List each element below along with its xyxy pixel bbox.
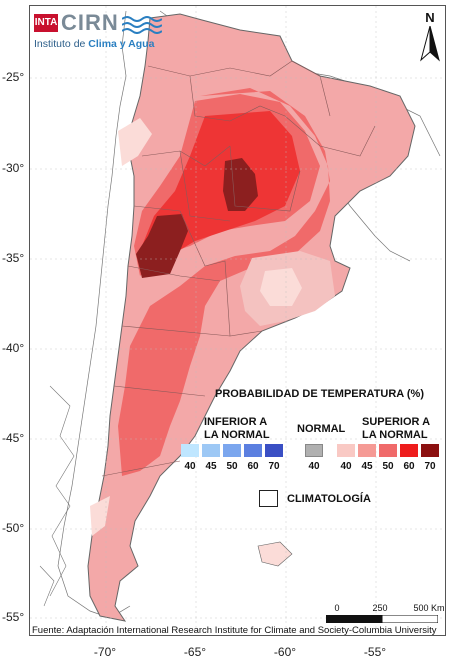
chile-outline bbox=[57, 10, 131, 619]
map-frame bbox=[29, 5, 446, 636]
logo-subtitle-prefix: Instituto de bbox=[34, 38, 89, 50]
legend-value: 70 bbox=[424, 461, 436, 472]
prob-40-sw bbox=[90, 496, 110, 536]
legend-value: 40 bbox=[308, 461, 320, 472]
argentina-temperature-map bbox=[30, 6, 445, 635]
legend-swatch-above-70 bbox=[421, 444, 439, 457]
lat-tick-label: -55° bbox=[2, 610, 25, 624]
coast-islands bbox=[39, 385, 75, 607]
north-arrow: N bbox=[418, 10, 442, 62]
legend-above-normal-heading: SUPERIOR A LA NORMAL bbox=[362, 416, 431, 441]
legend-value: 70 bbox=[268, 461, 280, 472]
legend-value: 45 bbox=[361, 461, 373, 472]
lat-tick-label: -25° bbox=[2, 70, 25, 84]
scale-label: 500 Km bbox=[413, 603, 445, 613]
legend-swatch-normal-40 bbox=[305, 444, 323, 457]
graticule bbox=[30, 6, 445, 635]
province-borders bbox=[101, 60, 376, 477]
legend-swatch-below-60 bbox=[244, 444, 262, 457]
legend-swatch-below-50 bbox=[223, 444, 241, 457]
legend-value: 50 bbox=[382, 461, 394, 472]
prob-45-buenosaires-center bbox=[260, 268, 302, 306]
prob-50-central bbox=[118, 88, 330, 476]
inta-logo-mark: INTA bbox=[34, 14, 58, 32]
north-letter: N bbox=[425, 10, 435, 25]
legend-value: 60 bbox=[247, 461, 259, 472]
legend-value: 60 bbox=[403, 461, 415, 472]
legend-normal-heading: NORMAL bbox=[297, 423, 346, 435]
lat-tick-label: -50° bbox=[2, 521, 25, 535]
legend-swatch-above-60 bbox=[400, 444, 418, 457]
lat-tick-label: -30° bbox=[2, 161, 25, 175]
lon-tick-label: -70° bbox=[93, 645, 117, 659]
legend-swatch-above-45 bbox=[358, 444, 376, 457]
source-credit: Fuente: Adaptación International Researc… bbox=[32, 625, 437, 636]
legend-value: 45 bbox=[205, 461, 217, 472]
legend-swatch-below-40 bbox=[181, 444, 199, 457]
prob-70-sanluis bbox=[136, 214, 188, 278]
cirn-logo-text: CIRN bbox=[61, 10, 119, 35]
legend-swatch-above-40 bbox=[337, 444, 355, 457]
legend-swatch-below-70 bbox=[265, 444, 283, 457]
scale-label: 250 bbox=[372, 603, 388, 613]
legend-title: PROBABILIDAD DE TEMPERATURA (%) bbox=[215, 388, 424, 400]
inta-cirn-logo: INTA CIRN Instituto de Clima y Agua bbox=[34, 10, 174, 54]
prob-70-cordoba bbox=[223, 158, 258, 211]
climatology-label: CLIMATOLOGÍA bbox=[287, 493, 371, 505]
lat-tick-label: -40° bbox=[2, 341, 25, 355]
logo-subtitle-highlight: Clima y Agua bbox=[88, 38, 155, 50]
climatology-swatch bbox=[259, 490, 278, 507]
lat-tick-label: -45° bbox=[2, 431, 25, 445]
scale-bar bbox=[326, 615, 438, 623]
legend-value: 50 bbox=[226, 461, 238, 472]
water-waves-icon bbox=[122, 16, 162, 34]
prob-40-nw bbox=[118, 118, 152, 166]
logo-subtitle: Instituto de Clima y Agua bbox=[34, 38, 154, 50]
scale-label: 0 bbox=[334, 603, 340, 613]
legend-value: 40 bbox=[340, 461, 352, 472]
lat-tick-label: -35° bbox=[2, 251, 25, 265]
legend-below-normal-heading: INFERIOR A LA NORMAL bbox=[204, 416, 270, 441]
legend-swatch-below-45 bbox=[202, 444, 220, 457]
legend-swatch-above-50 bbox=[379, 444, 397, 457]
lon-tick-label: -60° bbox=[273, 645, 297, 659]
lon-tick-label: -55° bbox=[363, 645, 387, 659]
legend-value: 40 bbox=[184, 461, 196, 472]
lon-tick-label: -65° bbox=[183, 645, 207, 659]
north-arrow-icon bbox=[420, 26, 440, 62]
malvinas-islands bbox=[257, 541, 293, 567]
